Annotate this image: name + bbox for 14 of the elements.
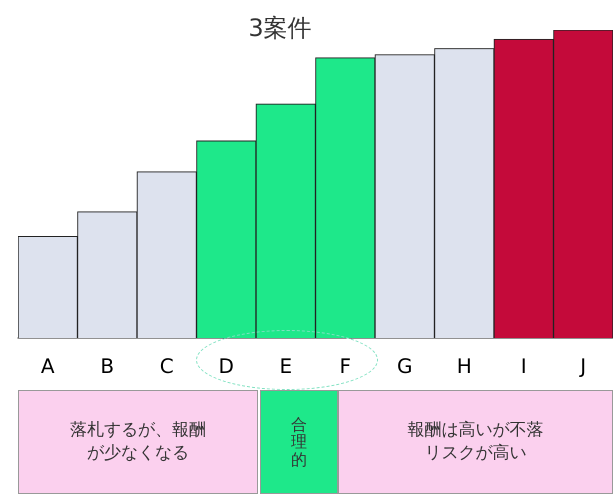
x-tick-label: H: [456, 354, 472, 378]
x-tick-label: J: [578, 354, 586, 378]
x-tick-label: D: [218, 354, 234, 378]
text: 落札するが、報酬が少なくなる: [68, 419, 207, 465]
chart-title: 3案件: [247, 13, 313, 44]
text-panel: 合理的: [260, 390, 338, 494]
x-tick-label: F: [339, 354, 352, 378]
x-tick-label: C: [160, 354, 174, 378]
x-tick-label: B: [100, 354, 114, 378]
x-tick-label: G: [397, 354, 412, 378]
x-tick-label: A: [40, 354, 55, 378]
text: 報酬は高いが不落リスクが高い: [406, 419, 544, 465]
x-tick-label: E: [279, 354, 292, 378]
x-tick-label: I: [520, 354, 527, 378]
